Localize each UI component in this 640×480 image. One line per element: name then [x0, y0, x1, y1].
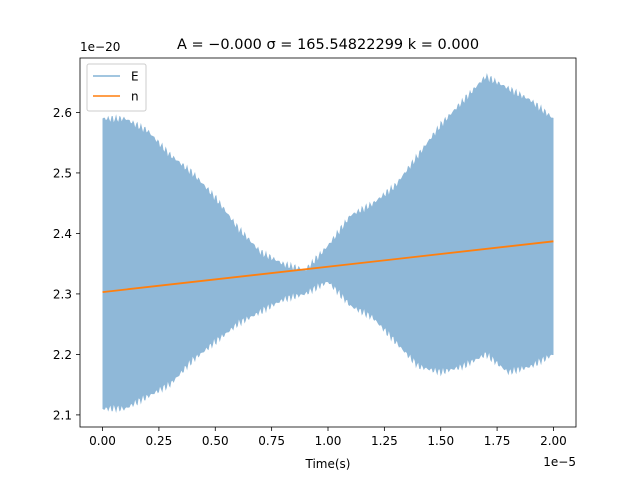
y-tick-label: 2.1 [53, 408, 72, 422]
y-tick-label: 2.2 [53, 348, 72, 362]
series-n-line [102, 240, 554, 293]
x-tick-label: 1.50 [427, 434, 454, 448]
legend-label-n: n [131, 90, 139, 104]
x-tick-label: 0.75 [258, 434, 285, 448]
x-tick-label: 1.00 [315, 434, 342, 448]
x-tick-label: 0.25 [146, 434, 173, 448]
y-tick-label: 2.5 [53, 166, 72, 180]
y-tick-label: 2.4 [53, 227, 72, 241]
legend-label-e: E [131, 70, 139, 84]
x-tick-label: 1.75 [484, 434, 511, 448]
y-axis-offset-text: 1e−20 [80, 40, 120, 54]
chart-title: A = −0.000 σ = 165.54822299 k = 0.000 [177, 37, 479, 53]
x-tick-label: 2.00 [540, 434, 567, 448]
axis-ticks: 0.00 0.25 0.50 0.75 1.00 1.25 1.50 1.75 2.00 2.1 2… [53, 106, 567, 448]
x-tick-label: 1.25 [371, 434, 398, 448]
x-tick-label: 0.50 [202, 434, 229, 448]
x-axis-offset-text: 1e−5 [543, 455, 576, 469]
legend: E n [86, 63, 147, 112]
plot-area [102, 73, 554, 413]
series-e-envelope [102, 73, 554, 413]
y-tick-label: 2.6 [53, 106, 72, 120]
x-tick-label: 0.00 [89, 434, 116, 448]
x-axis-label: Time(s) [305, 457, 351, 471]
y-tick-label: 2.3 [53, 287, 72, 301]
